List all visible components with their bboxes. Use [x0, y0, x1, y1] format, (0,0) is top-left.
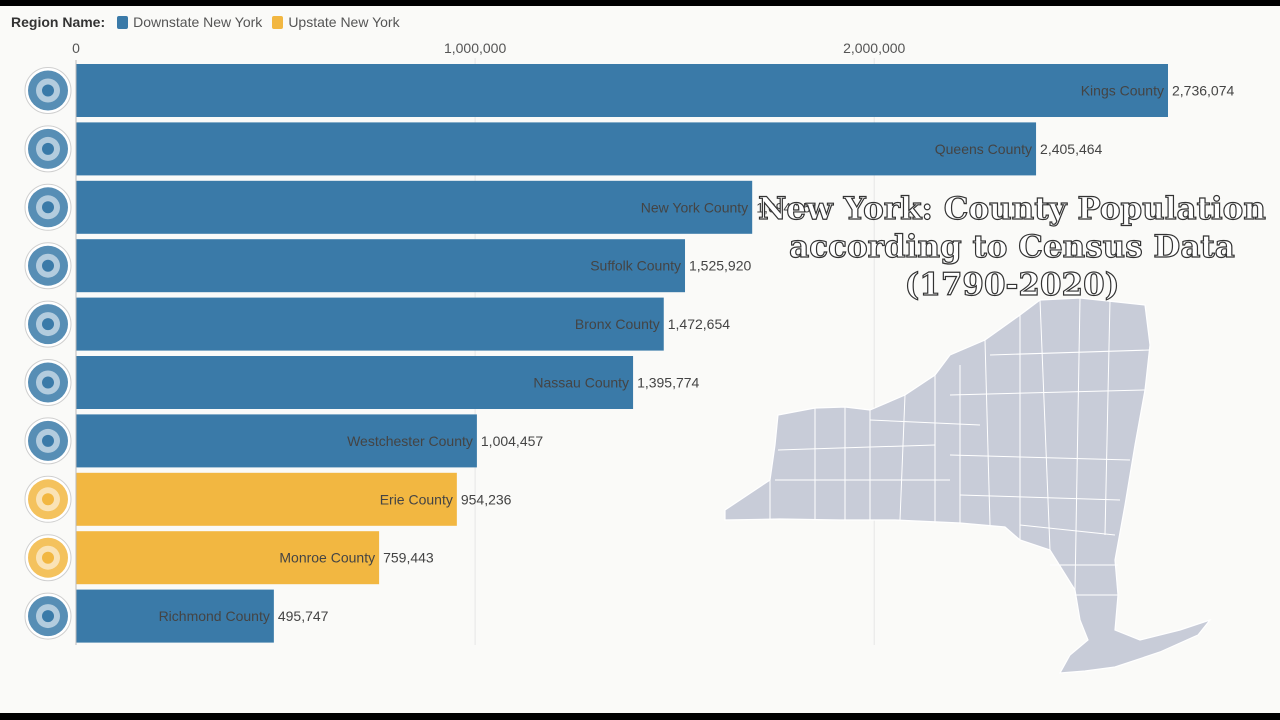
- bar-erie-county: [76, 472, 457, 526]
- legend-text-upstate: Upstate New York: [288, 14, 400, 30]
- bar-value-label: 2,736,074: [1172, 83, 1234, 99]
- bar-value-label: 1,472,654: [668, 316, 730, 332]
- bar-nassau-county: [76, 356, 634, 409]
- new-york-state-map: [724, 297, 1212, 674]
- county-borders: [769, 297, 1151, 596]
- bar-category-label: Kings County: [1081, 83, 1164, 99]
- bottom-letterbox-bar: [0, 713, 1280, 720]
- legend-text-downstate: Downstate New York: [133, 14, 263, 30]
- kings-county-seal-icon: [24, 67, 72, 114]
- bronx-county-flag-icon: [24, 300, 72, 348]
- legend-item-downstate: Downstate New York: [117, 14, 262, 30]
- x-tick-label: 1,000,000: [444, 40, 506, 56]
- bar-kings-county: [76, 64, 1168, 117]
- bar-value-label: 954,236: [461, 491, 512, 507]
- chart-legend: Region Name: Downstate New York Upstate …: [11, 12, 410, 32]
- bar-value-label: 2,405,464: [1040, 141, 1102, 157]
- x-tick-label: 0: [72, 40, 80, 56]
- x-tick-label: 2,000,000: [843, 40, 905, 56]
- bar-monroe-county: [76, 531, 380, 585]
- state-outline: [724, 297, 1212, 674]
- title-line-2: according to Census Data: [789, 228, 1236, 265]
- legend-item-upstate: Upstate New York: [272, 14, 400, 30]
- legend-swatch-upstate: [272, 15, 284, 29]
- richmond-county-seal-icon: [24, 592, 72, 640]
- chart-overlay-title: New York: County Population according to…: [752, 190, 1272, 304]
- bar-category-label: Erie County: [380, 491, 453, 507]
- bar-richmond-county: [76, 589, 274, 643]
- bar-value-label: 1,004,457: [481, 433, 543, 449]
- new-york-county-flag-icon: [24, 183, 72, 231]
- bar-new-york-county: [76, 180, 753, 234]
- title-line-1: New York: County Population: [757, 190, 1266, 227]
- bar-category-label: Monroe County: [279, 550, 375, 566]
- nassau-county-seal-icon: [24, 359, 72, 406]
- bar-bronx-county: [76, 297, 664, 351]
- bar-value-label: 495,747: [278, 608, 329, 624]
- bar-category-label: Richmond County: [159, 608, 270, 624]
- bar-queens-county: [76, 122, 1037, 176]
- bar-value-label: 759,443: [383, 550, 434, 566]
- bar-suffolk-county: [76, 239, 686, 293]
- top-letterbox-bar: [0, 0, 1280, 6]
- bar-value-label: 1,525,920: [689, 258, 751, 274]
- bar-category-label: Westchester County: [347, 433, 473, 449]
- bar-value-label: 1,395,774: [637, 375, 699, 391]
- bar-category-label: New York County: [641, 199, 748, 215]
- bar-category-label: Nassau County: [533, 375, 629, 391]
- bar-category-label: Suffolk County: [590, 258, 681, 274]
- title-line-3: (1790-2020): [904, 266, 1120, 303]
- bar-category-label: Bronx County: [575, 316, 660, 332]
- westchester-county-flag-icon: [24, 417, 72, 465]
- erie-county-seal-icon: [24, 475, 72, 523]
- bar-value-label: 1,694,251: [756, 199, 818, 215]
- legend-swatch-downstate: [117, 15, 129, 29]
- bar-category-label: Queens County: [935, 141, 1032, 157]
- queens-county-flag-icon: [24, 125, 72, 173]
- monroe-county-seal-icon: [24, 534, 72, 582]
- suffolk-county-seal-icon: [24, 242, 72, 290]
- legend-label: Region Name:: [11, 14, 106, 30]
- bar-westchester-county: [76, 414, 477, 468]
